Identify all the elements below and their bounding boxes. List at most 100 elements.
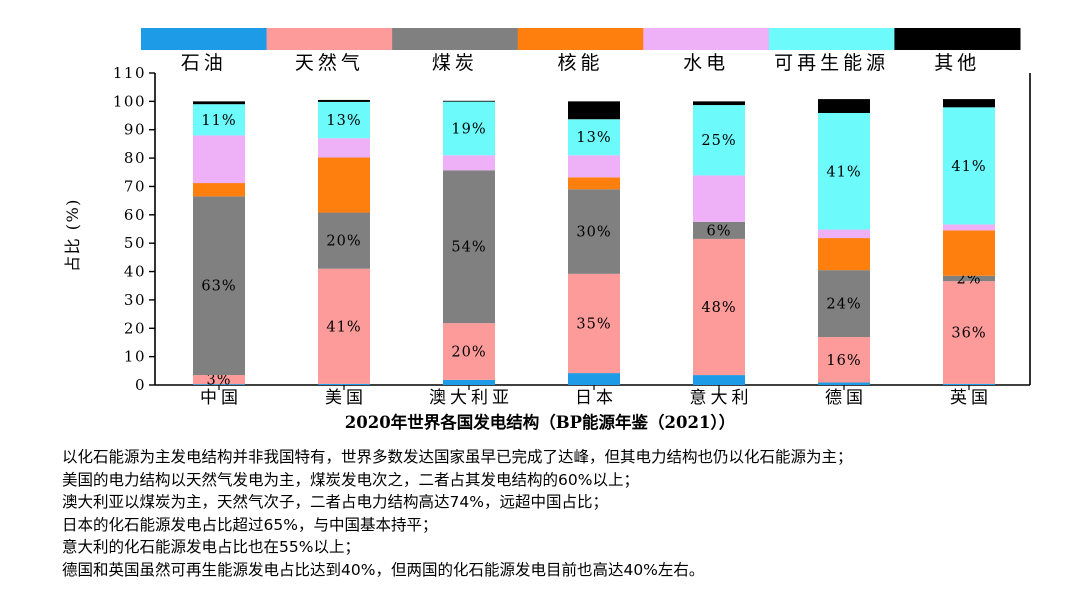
bar-segment (318, 99, 370, 102)
bar-segment (318, 101, 370, 139)
y-tick-label: 40 (124, 263, 146, 281)
y-tick-label: 110 (113, 64, 146, 82)
y-tick-label: 70 (124, 177, 146, 195)
x-tick-label: 德国 (825, 388, 867, 408)
bar-segment (568, 155, 620, 178)
bar-segment (443, 100, 495, 102)
data-label: 13% (326, 113, 361, 129)
bar-segment (818, 99, 870, 113)
bar-segment (568, 119, 620, 156)
y-tick-label: 10 (124, 348, 146, 366)
data-label: 41% (326, 319, 361, 335)
bar-segment (818, 238, 870, 271)
data-label: 16% (826, 353, 861, 369)
y-tick-label: 80 (124, 149, 146, 167)
stacked-bar-chart: 石油 天然气 煤炭 核能 水电 可再生能源 其他 0 10 20 30 40 50 60 70 80 90 10… (63, 28, 1031, 432)
bar-segment (443, 379, 495, 385)
data-label: 41% (951, 159, 986, 175)
bar-segment (693, 238, 745, 376)
legend-swatch (643, 28, 770, 50)
data-label: 20% (326, 234, 361, 250)
bar-segment (193, 101, 245, 105)
bar-segment (318, 268, 370, 384)
bar-segment (443, 323, 495, 380)
data-label: 54% (451, 240, 486, 256)
legend-swatch (517, 28, 644, 50)
bar-segment (943, 275, 995, 282)
bar-segment (943, 107, 995, 225)
data-label: 48% (701, 300, 736, 316)
legend-label: 天然气 (295, 52, 364, 74)
note-line: 以化石能源为主发电结构并非我国特有，世界多数发达国家虽早已完成了达峰，但其电力结… (62, 448, 853, 466)
legend-swatch (266, 28, 393, 50)
note-line: 美国的电力结构以天然气发电为主，煤炭发电次之，二者占其发电结构的60%以上； (62, 470, 639, 489)
bar-segment (693, 101, 745, 106)
legend-swatch (392, 28, 519, 50)
chart-legend: 石油 天然气 煤炭 核能 水电 可再生能源 其他 (141, 28, 1021, 74)
data-label: 35% (576, 316, 611, 332)
data-label: 3% (206, 373, 231, 389)
bar-segment (443, 101, 495, 156)
data-label: 36% (951, 326, 986, 342)
bar-segment (193, 104, 245, 136)
legend-swatch (768, 28, 895, 50)
note-line: 德国和英国虽然可再生能源发电占比达到40%，但两国的化石能源发电目前也高达40%… (62, 560, 705, 579)
data-label: 25% (701, 133, 736, 149)
bar-segment (193, 384, 245, 385)
bar-segment (943, 383, 995, 385)
legend-label: 水电 (683, 52, 729, 74)
bar-segment (193, 196, 245, 376)
bar-segment (943, 99, 995, 108)
legend-label: 煤炭 (432, 52, 478, 74)
bar-segment (318, 138, 370, 158)
bar-segment (818, 229, 870, 239)
bar-segment (193, 135, 245, 184)
x-tick-label: 中国 (200, 388, 242, 408)
y-tick-label: 30 (124, 291, 146, 309)
chart-title: 2020年世界各国发电结构（BP能源年鉴（2021）） (345, 412, 735, 432)
bar-segment (193, 375, 245, 385)
bar-segment (943, 224, 995, 231)
note-line: 意大利的化石能源发电占比也在55%以上； (62, 538, 360, 556)
legend-label: 其他 (934, 52, 980, 74)
bar-segment (693, 221, 745, 239)
legend-swatch (141, 28, 268, 50)
bar-segment (943, 281, 995, 384)
bar-segment (443, 170, 495, 324)
bar-segment (693, 175, 745, 222)
bar-segment (318, 157, 370, 213)
data-label: 20% (451, 345, 486, 361)
bar-segment (818, 112, 870, 230)
x-tick-label: 英国 (950, 388, 992, 408)
x-tick-label: 意大利 (690, 388, 753, 408)
data-label: 30% (576, 225, 611, 241)
bar-segment (318, 212, 370, 269)
y-tick-label: 60 (124, 206, 146, 224)
note-line: 澳大利亚以煤炭为主，天然气次子，二者占电力结构高达74%，远超中国占比； (62, 493, 608, 511)
data-label: 13% (576, 130, 611, 146)
x-tick-label: 澳大利亚 (429, 388, 513, 408)
y-tick-label: 20 (124, 319, 146, 337)
legend-label: 石油 (181, 52, 227, 74)
legend-label: 可再生能源 (774, 52, 889, 74)
legend-label: 核能 (557, 52, 603, 74)
y-tick-label: 90 (124, 121, 146, 139)
bar-segment (193, 183, 245, 197)
bar-segment (693, 105, 745, 176)
notes-text: 以化石能源为主发电结构并非我国特有，世界多数发达国家虽早已完成了达峰，但其电力结… (62, 446, 1062, 581)
x-tick-label: 美国 (325, 388, 367, 408)
legend-swatch (894, 28, 1021, 50)
bar-segment (568, 177, 620, 190)
bar-segment (568, 373, 620, 385)
bar-segment (318, 383, 370, 385)
y-tick-label: 100 (113, 92, 146, 110)
data-label: 19% (451, 121, 486, 137)
bar-segment (568, 273, 620, 374)
bar-segment (443, 155, 495, 171)
note-line: 日本的化石能源发电占比超过65%，与中国基本持平； (62, 515, 438, 534)
data-label: 24% (826, 297, 861, 313)
data-label: 6% (706, 223, 731, 239)
y-axis-label: 占比 (%) (63, 198, 82, 272)
x-tick-label: 日本 (575, 388, 617, 408)
data-label: 11% (201, 113, 236, 129)
